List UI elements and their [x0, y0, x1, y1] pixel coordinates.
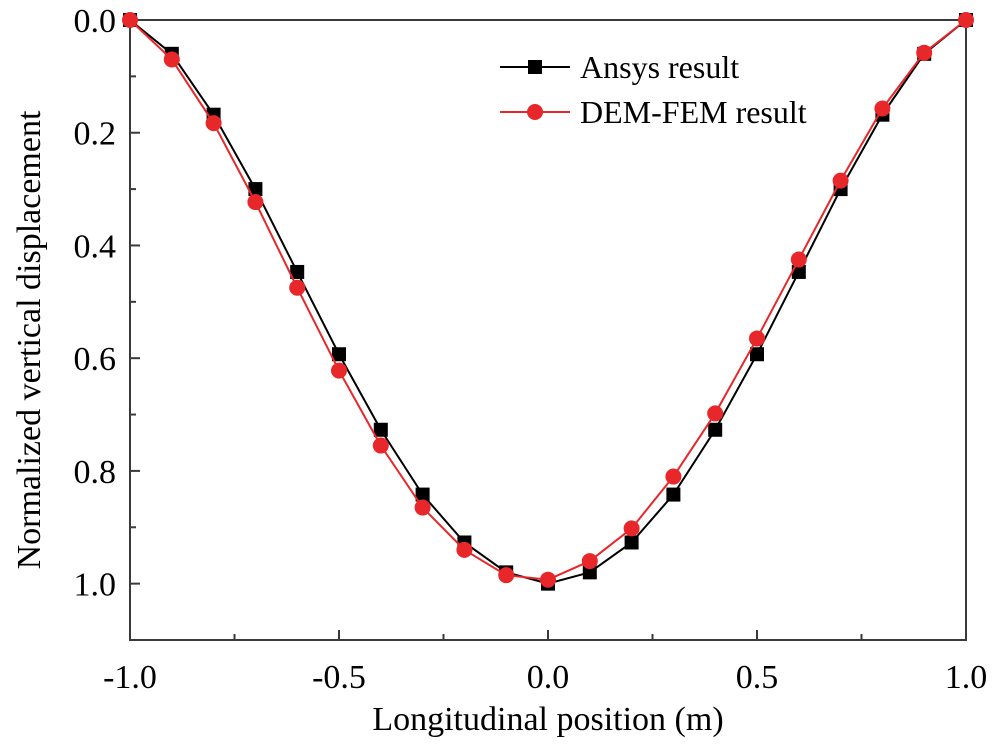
y-tick-label: 0.8	[74, 454, 117, 491]
data-point-ansys-result	[332, 347, 346, 362]
legend: Ansys result DEM-FEM result	[500, 49, 807, 130]
data-point-dem-fem-result	[498, 567, 515, 584]
y-tick-label: 0.2	[74, 116, 117, 153]
legend-marker-square	[528, 60, 542, 74]
data-point-dem-fem-result	[372, 437, 389, 454]
series-layer	[122, 12, 974, 591]
data-point-dem-fem-result	[456, 541, 473, 558]
data-point-ansys-result	[708, 422, 723, 437]
data-point-dem-fem-result	[122, 12, 138, 28]
series-line-dem-fem-result	[129, 19, 967, 581]
data-point-ansys-result	[248, 182, 263, 197]
data-point-dem-fem-result	[916, 44, 933, 61]
y-tick-label: 0.0	[74, 3, 117, 40]
data-point-ansys-result	[791, 264, 806, 279]
data-point-ansys-result	[582, 565, 597, 580]
data-point-dem-fem-result	[665, 468, 682, 485]
legend-label-dem-fem: DEM-FEM result	[580, 94, 807, 130]
y-tick-label: 0.6	[74, 341, 117, 378]
legend-marker-circle	[527, 104, 543, 120]
x-tick-label: 0.5	[736, 659, 779, 696]
y-tick-label: 0.4	[74, 228, 117, 265]
x-tick-label: -1.0	[103, 659, 157, 696]
data-point-dem-fem-result	[163, 51, 180, 68]
data-point-dem-fem-result	[247, 194, 264, 211]
data-point-dem-fem-result	[623, 520, 640, 537]
x-axis-ticks: -1.0 -0.5 0.0 0.5 1.0	[103, 630, 987, 696]
data-point-dem-fem-result	[540, 571, 556, 588]
data-point-dem-fem-result	[958, 12, 974, 28]
y-axis-title: Normalized vertical displacement	[11, 110, 48, 569]
legend-label-ansys: Ansys result	[580, 49, 739, 85]
series-line-ansys-result	[129, 19, 967, 585]
x-tick-label: 1.0	[945, 659, 988, 696]
data-point-dem-fem-result	[205, 115, 222, 132]
data-point-dem-fem-result	[707, 405, 724, 422]
data-point-dem-fem-result	[289, 279, 306, 296]
x-axis-title: Longitudinal position (m)	[372, 701, 723, 738]
data-point-ansys-result	[415, 487, 430, 502]
data-point-dem-fem-result	[331, 362, 347, 379]
y-tick-label: 1.0	[74, 567, 117, 604]
legend-item-ansys: Ansys result	[500, 49, 739, 85]
data-point-dem-fem-result	[790, 251, 807, 268]
data-point-dem-fem-result	[414, 499, 431, 516]
y-axis-ticks: 0.0 0.2 0.4 0.6 0.8 1.0	[74, 3, 140, 604]
data-point-ansys-result	[666, 487, 681, 502]
data-point-dem-fem-result	[874, 100, 891, 117]
legend-item-dem-fem: DEM-FEM result	[500, 94, 807, 130]
data-point-dem-fem-result	[581, 553, 598, 570]
data-point-ansys-result	[373, 422, 388, 437]
x-tick-label: 0.0	[527, 659, 570, 696]
data-point-ansys-result	[290, 264, 305, 279]
data-point-ansys-result	[750, 347, 764, 362]
x-tick-label: -0.5	[312, 659, 366, 696]
data-point-ansys-result	[624, 535, 639, 550]
data-point-dem-fem-result	[749, 330, 765, 347]
data-point-dem-fem-result	[832, 172, 849, 189]
